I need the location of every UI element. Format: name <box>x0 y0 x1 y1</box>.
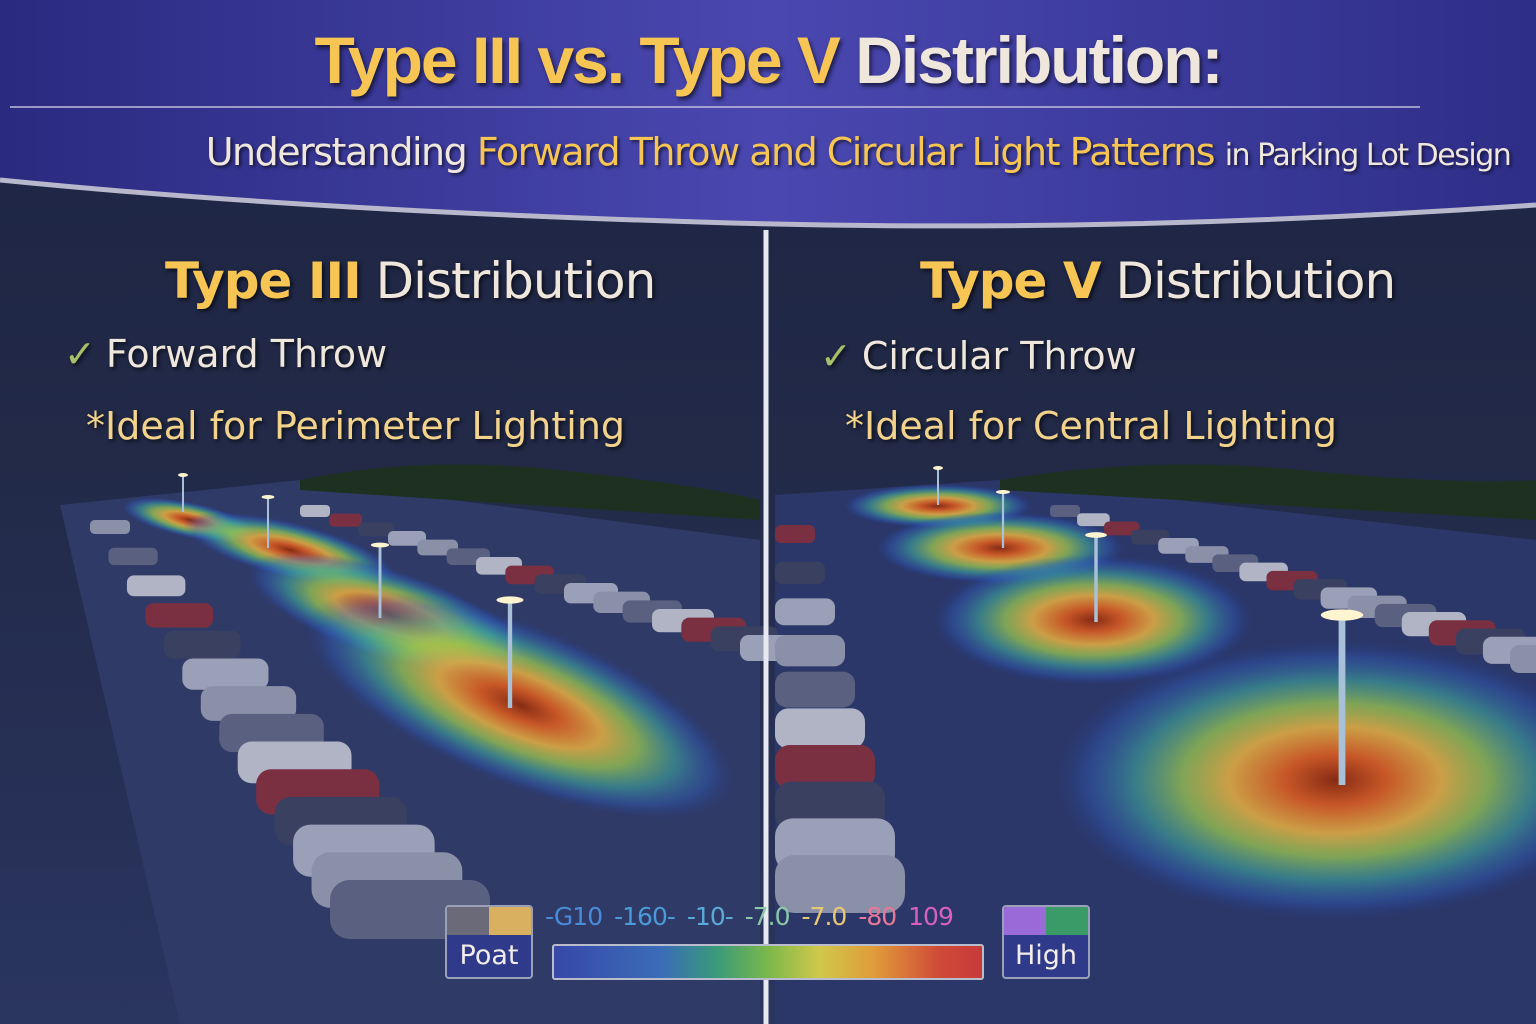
parked-car <box>775 671 855 708</box>
parked-car <box>1050 505 1080 517</box>
parked-car <box>775 855 905 913</box>
type-iii-feature: ✓ Forward Throw <box>64 332 387 376</box>
parked-car <box>163 630 241 659</box>
type-v-title: Type V Distribution <box>920 252 1396 310</box>
title-highlight: Type III vs. Type V <box>314 23 840 97</box>
parked-car <box>329 513 362 527</box>
lamp-head <box>370 542 390 548</box>
type-iii-heatmap <box>121 497 736 819</box>
parked-car <box>1104 521 1140 536</box>
parked-car <box>775 635 845 667</box>
banner-edge <box>0 177 1536 229</box>
legend-high-label: High <box>1014 940 1078 971</box>
type-iii-title: Type III Distribution <box>165 252 657 310</box>
lamp-head <box>933 466 943 470</box>
parked-car <box>126 575 186 597</box>
tree-line <box>300 464 760 520</box>
page-title: Type III vs. Type V Distribution: <box>0 22 1536 98</box>
type-iii-title-rest: Distribution <box>375 252 657 310</box>
legend-scale-label: -80 <box>858 902 897 931</box>
parked-car <box>182 658 269 690</box>
parked-car <box>775 745 875 790</box>
type-iii-title-bold: Type III <box>165 252 362 310</box>
parked-car <box>300 505 330 517</box>
parked-car <box>108 547 158 566</box>
type-v-feature: ✓ Circular Throw <box>820 334 1137 378</box>
lamp-head <box>178 473 188 477</box>
lamp-head <box>1085 532 1107 538</box>
parked-car <box>1077 513 1110 527</box>
parked-car <box>200 686 297 721</box>
type-v-feature-text: Circular Throw <box>861 334 1137 378</box>
parked-car <box>775 561 825 585</box>
parked-car <box>358 522 394 537</box>
type-v-title-rest: Distribution <box>1115 252 1396 310</box>
tree-line <box>1000 464 1536 520</box>
parked-car <box>775 525 815 543</box>
legend-colorbar <box>552 944 984 980</box>
subtitle-highlight: Forward Throw and Circular Light Pattern… <box>476 130 1216 174</box>
legend-scale-label: 109 <box>908 902 954 931</box>
legend-scale-labels: -G10 -160- -10- -7.0 -7.0 -80 109 <box>545 902 965 931</box>
subtitle-end: in Parking Lot Design <box>1224 138 1512 173</box>
left-lot-pavement <box>60 480 760 1024</box>
type-iii-feature-text: Forward Throw <box>105 332 388 376</box>
parked-car <box>145 603 214 628</box>
subtitle-start: Understanding <box>205 130 468 174</box>
type-v-title-bold: Type V <box>920 252 1102 310</box>
type-v-heatmap <box>843 484 1536 920</box>
lamp-head <box>496 596 524 604</box>
lamp-head <box>996 490 1010 494</box>
legend-scale-label: -7.0 <box>801 902 848 931</box>
type-v-ideal: *Ideal for Central Lighting <box>845 404 1337 448</box>
parked-car <box>775 598 835 626</box>
legend-scale-label: -G10 <box>545 902 603 931</box>
parked-car <box>388 531 426 546</box>
lamp-head <box>261 495 275 499</box>
legend-low-label: Poat <box>459 940 519 971</box>
page-subtitle: Understanding Forward Throw and Circular… <box>0 130 1536 174</box>
legend-low-box: Poat <box>445 905 533 979</box>
checkmark-icon: ✓ <box>64 332 96 376</box>
title-rest: Distribution: <box>855 23 1223 97</box>
checkmark-icon: ✓ <box>820 334 852 378</box>
lamp-head <box>1320 609 1364 621</box>
parked-car <box>1510 645 1536 673</box>
legend-scale-label: -10- <box>686 902 734 931</box>
type-iii-ideal: *Ideal for Perimeter Lighting <box>86 404 626 448</box>
legend-high-box: High <box>1002 905 1090 979</box>
legend-scale-label: -160- <box>614 902 676 931</box>
parked-car <box>90 520 130 534</box>
parked-car <box>775 708 865 749</box>
legend-scale-label: -7.0 <box>744 902 791 931</box>
title-banner <box>0 0 1536 226</box>
